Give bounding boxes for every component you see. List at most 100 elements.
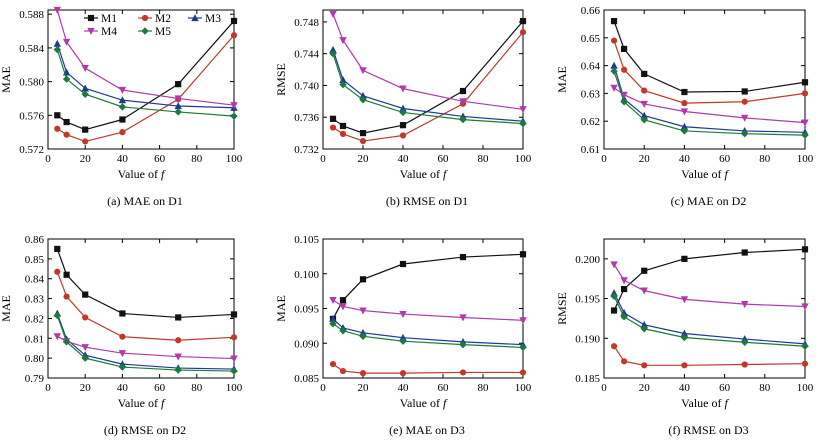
data-point xyxy=(680,329,689,337)
y-tick-label: 0.83 xyxy=(25,294,45,306)
series-m1 xyxy=(329,251,527,323)
y-axis-label: RMSE xyxy=(555,292,569,325)
data-point xyxy=(519,317,527,325)
y-tick-label: 0.80 xyxy=(25,353,45,365)
x-axis-label-text: Value of xyxy=(681,396,724,410)
data-point xyxy=(329,361,337,368)
data-point xyxy=(610,292,618,300)
data-point xyxy=(459,87,467,95)
x-tick-label: 100 xyxy=(797,153,814,165)
y-tick-label: 0.576 xyxy=(19,110,44,122)
y-tick-label: 0.740 xyxy=(294,80,319,92)
data-point xyxy=(62,338,71,346)
x-tick-label: 100 xyxy=(515,382,532,394)
chart-panel-2: 0 20 40 60 80 100 0.732 0.736 0.740 0.744 0.748 RMS… xyxy=(274,9,532,208)
data-point xyxy=(610,61,618,69)
y-tick-label: 0.85 xyxy=(25,254,45,266)
y-tick-label: 0.65 xyxy=(581,33,601,45)
data-point xyxy=(63,131,70,138)
series-line xyxy=(332,13,524,110)
x-axis-label-variable: f xyxy=(161,396,166,410)
data-point xyxy=(82,314,89,321)
series-line xyxy=(332,49,524,122)
data-point xyxy=(459,115,467,124)
panel-caption: (c) MAE on D2 xyxy=(671,194,747,208)
data-point xyxy=(620,98,628,106)
x-axis-label-text: Value of xyxy=(118,167,161,181)
data-point xyxy=(339,122,347,130)
y-axis-label: MAE xyxy=(555,66,569,93)
legend-item-m4: M4 xyxy=(84,26,117,38)
x-tick-label: 80 xyxy=(478,153,490,165)
x-tick-label: 20 xyxy=(358,153,370,165)
data-point xyxy=(53,311,61,320)
data-point xyxy=(359,96,367,104)
data-point xyxy=(680,296,689,304)
x-tick-label: 60 xyxy=(719,382,731,394)
y-tick-label: 0.732 xyxy=(294,144,319,156)
y-axis-label: MAE xyxy=(0,66,13,93)
x-tick-label: 80 xyxy=(759,382,771,394)
data-point xyxy=(640,111,648,119)
data-point xyxy=(54,125,61,132)
y-tick-label: 0.748 xyxy=(294,17,319,29)
x-tick-label: 80 xyxy=(759,153,771,165)
legend-marker xyxy=(87,27,95,35)
data-point xyxy=(339,37,347,45)
x-axis-label-variable: f xyxy=(724,396,729,410)
y-tick-label: 0.61 xyxy=(581,144,600,156)
y-tick-label: 0.82 xyxy=(25,313,44,325)
plot-frame xyxy=(47,9,235,150)
data-point xyxy=(339,303,347,311)
data-point xyxy=(640,287,648,295)
data-point xyxy=(459,253,467,261)
data-point xyxy=(329,45,337,53)
data-point xyxy=(459,340,467,349)
y-tick-label: 0.090 xyxy=(294,338,319,350)
data-point xyxy=(329,10,337,18)
data-point xyxy=(81,344,89,352)
series-m2 xyxy=(54,268,238,344)
legend-marker xyxy=(141,27,149,35)
plot-frame xyxy=(47,238,235,379)
data-point xyxy=(621,358,628,365)
data-point xyxy=(519,343,527,352)
data-point xyxy=(118,363,127,371)
series-m5 xyxy=(53,45,238,120)
data-point xyxy=(53,6,61,14)
series-m1 xyxy=(54,245,238,321)
x-tick-label: 0 xyxy=(320,382,326,394)
data-point xyxy=(641,70,648,78)
data-point xyxy=(399,333,407,341)
data-point xyxy=(519,29,527,36)
data-point xyxy=(230,102,238,110)
series-line xyxy=(332,253,524,320)
data-point xyxy=(399,132,407,139)
chart-panel-4: 0 20 40 60 80 100 0.79 0.80 0.81 0.82 0.83 0.84 0.85… xyxy=(0,234,243,437)
series-line xyxy=(332,20,524,134)
x-axis-label: Value of f xyxy=(681,396,729,410)
x-axis-label-text: Value of xyxy=(681,167,724,181)
data-point xyxy=(801,119,809,127)
data-point xyxy=(801,342,809,350)
x-tick-label: 80 xyxy=(478,382,490,394)
data-point xyxy=(81,90,89,98)
data-point xyxy=(63,118,70,126)
legend-marker xyxy=(141,14,149,22)
x-tick-label: 0 xyxy=(601,153,607,165)
series-line xyxy=(332,318,524,346)
data-point xyxy=(359,332,367,340)
x-axis-label: Value of f xyxy=(681,167,729,181)
series-m1 xyxy=(329,18,527,137)
data-point xyxy=(329,124,337,131)
y-tick-label: 0.588 xyxy=(19,9,44,21)
data-point xyxy=(230,112,238,120)
data-point xyxy=(119,129,126,136)
series-m5 xyxy=(610,67,809,139)
data-point xyxy=(640,100,648,108)
data-point xyxy=(741,301,749,309)
data-point xyxy=(741,88,748,95)
data-point xyxy=(174,366,182,374)
data-point xyxy=(175,314,182,321)
x-tick-label: 60 xyxy=(438,382,450,394)
